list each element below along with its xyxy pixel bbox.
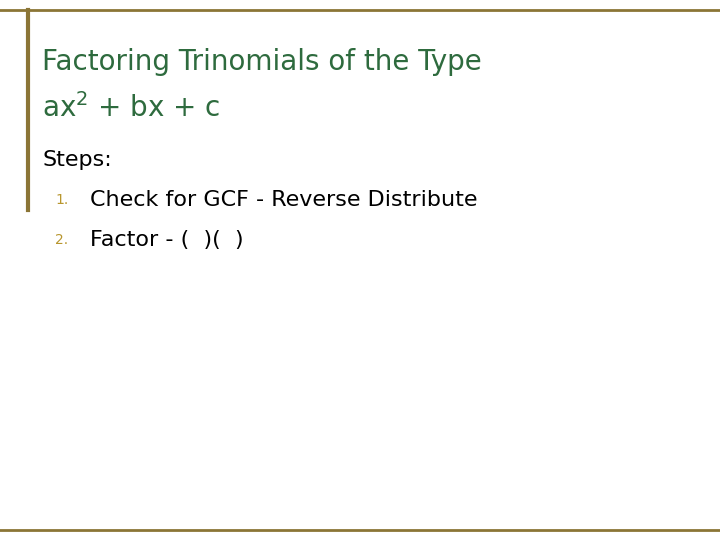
- Text: Factoring Trinomials of the Type: Factoring Trinomials of the Type: [42, 48, 482, 76]
- Text: 1.: 1.: [55, 193, 68, 207]
- Text: Factor - (  )(  ): Factor - ( )( ): [90, 230, 243, 250]
- Text: Check for GCF - Reverse Distribute: Check for GCF - Reverse Distribute: [90, 190, 477, 210]
- Text: 2.: 2.: [55, 233, 68, 247]
- Text: Steps:: Steps:: [42, 150, 112, 170]
- Text: ax$^2$ + bx + c: ax$^2$ + bx + c: [42, 93, 220, 123]
